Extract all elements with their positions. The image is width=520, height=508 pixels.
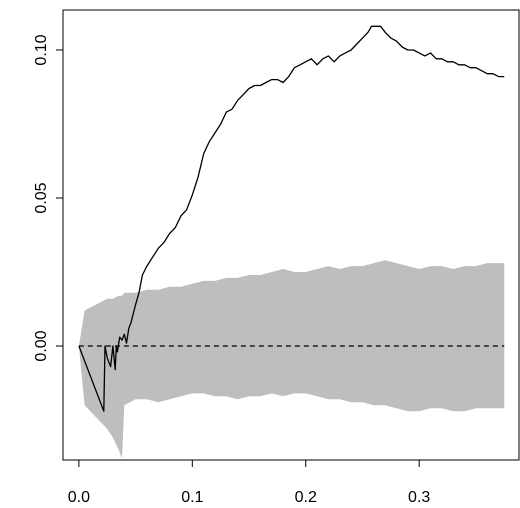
confidence-band-layer	[78, 260, 505, 459]
data-line-layer	[78, 25, 505, 412]
x-axis: 0.0 0.1 0.2 0.3	[68, 459, 430, 506]
confidence-band	[78, 260, 505, 459]
x-tick-label: 0.3	[408, 489, 430, 506]
y-tick-label: 0.10	[33, 34, 50, 65]
y-tick-label: 0.05	[33, 182, 50, 213]
data-line	[78, 25, 505, 412]
x-tick-label: 0.2	[295, 489, 317, 506]
y-tick-label: 0.00	[33, 330, 50, 361]
x-tick-label: 0.0	[68, 489, 90, 506]
y-axis: 0.00 0.05 0.10	[33, 34, 64, 362]
x-tick-label: 0.1	[181, 489, 203, 506]
